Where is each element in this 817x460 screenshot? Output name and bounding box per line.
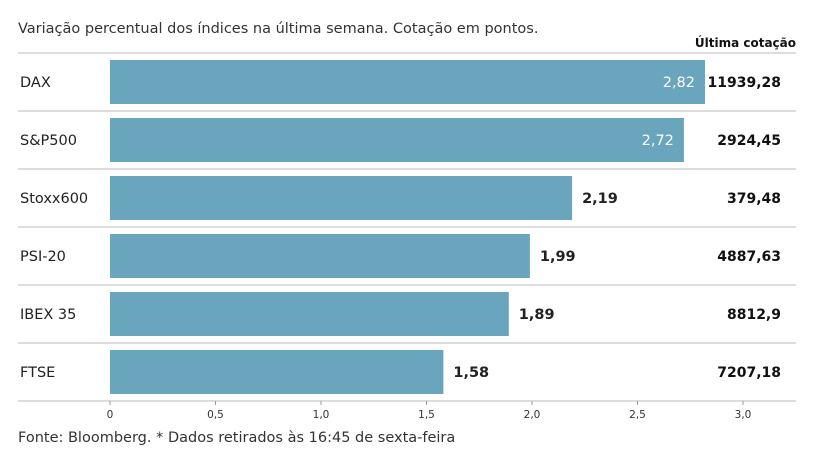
chart-row: DAX 2,82 11939,28 (18, 60, 796, 112)
bar (110, 176, 573, 220)
chart-row: IBEX 35 1,89 8812,9 (18, 292, 796, 344)
category-label: DAX (20, 75, 51, 91)
bar-value-label: 1,58 (453, 365, 489, 381)
bar (110, 60, 706, 104)
chart-row: PSI-20 1,99 4887,63 (18, 234, 796, 286)
bar-value-label: 2,72 (642, 133, 674, 149)
bar-value-label: 1,89 (519, 307, 555, 323)
bar-value-label: 2,19 (582, 191, 618, 207)
category-label: Stoxx600 (20, 191, 88, 207)
last-quote-value: 8812,9 (727, 307, 781, 323)
bar (110, 118, 684, 162)
last-quote-value: 11939,28 (707, 75, 781, 91)
last-quote-header: Última cotação (695, 35, 796, 50)
x-tick-label: 3,0 (735, 409, 752, 421)
bar (110, 350, 444, 394)
last-quote-value: 379,48 (727, 191, 781, 207)
category-label: IBEX 35 (20, 307, 76, 323)
chart-row: Stoxx600 2,19 379,48 (18, 176, 796, 228)
last-quote-value: 7207,18 (717, 365, 781, 381)
x-axis: 0 0,5 1,0 1,5 2,0 2,5 3,0 (107, 401, 752, 421)
category-label: FTSE (20, 365, 55, 381)
x-tick-label: 2,0 (524, 409, 541, 421)
bar-value-label: 2,82 (663, 75, 695, 91)
category-label: PSI-20 (20, 249, 66, 265)
x-tick-label: 1,5 (418, 409, 435, 421)
chart-subtitle: Variação percentual dos índices na últim… (18, 21, 538, 37)
bar (110, 292, 509, 336)
chart-rows: DAX 2,82 11939,28 S&P500 2,72 2924,45 Stoxx600… (18, 52, 796, 402)
category-label: S&P500 (20, 133, 77, 149)
bar (110, 234, 530, 278)
chart-row: FTSE 1,58 7207,18 (18, 350, 796, 402)
x-tick-label: 0,5 (207, 409, 224, 421)
last-quote-value: 2924,45 (717, 133, 781, 149)
x-tick-label: 1,0 (313, 409, 330, 421)
bar-value-label: 1,99 (540, 249, 576, 265)
x-tick-label: 2,5 (629, 409, 646, 421)
chart-row: S&P500 2,72 2924,45 (18, 118, 796, 170)
last-quote-value: 4887,63 (717, 249, 781, 265)
x-tick-label: 0 (107, 409, 114, 421)
chart-footer: Fonte: Bloomberg. * Dados retirados às 1… (18, 430, 455, 446)
